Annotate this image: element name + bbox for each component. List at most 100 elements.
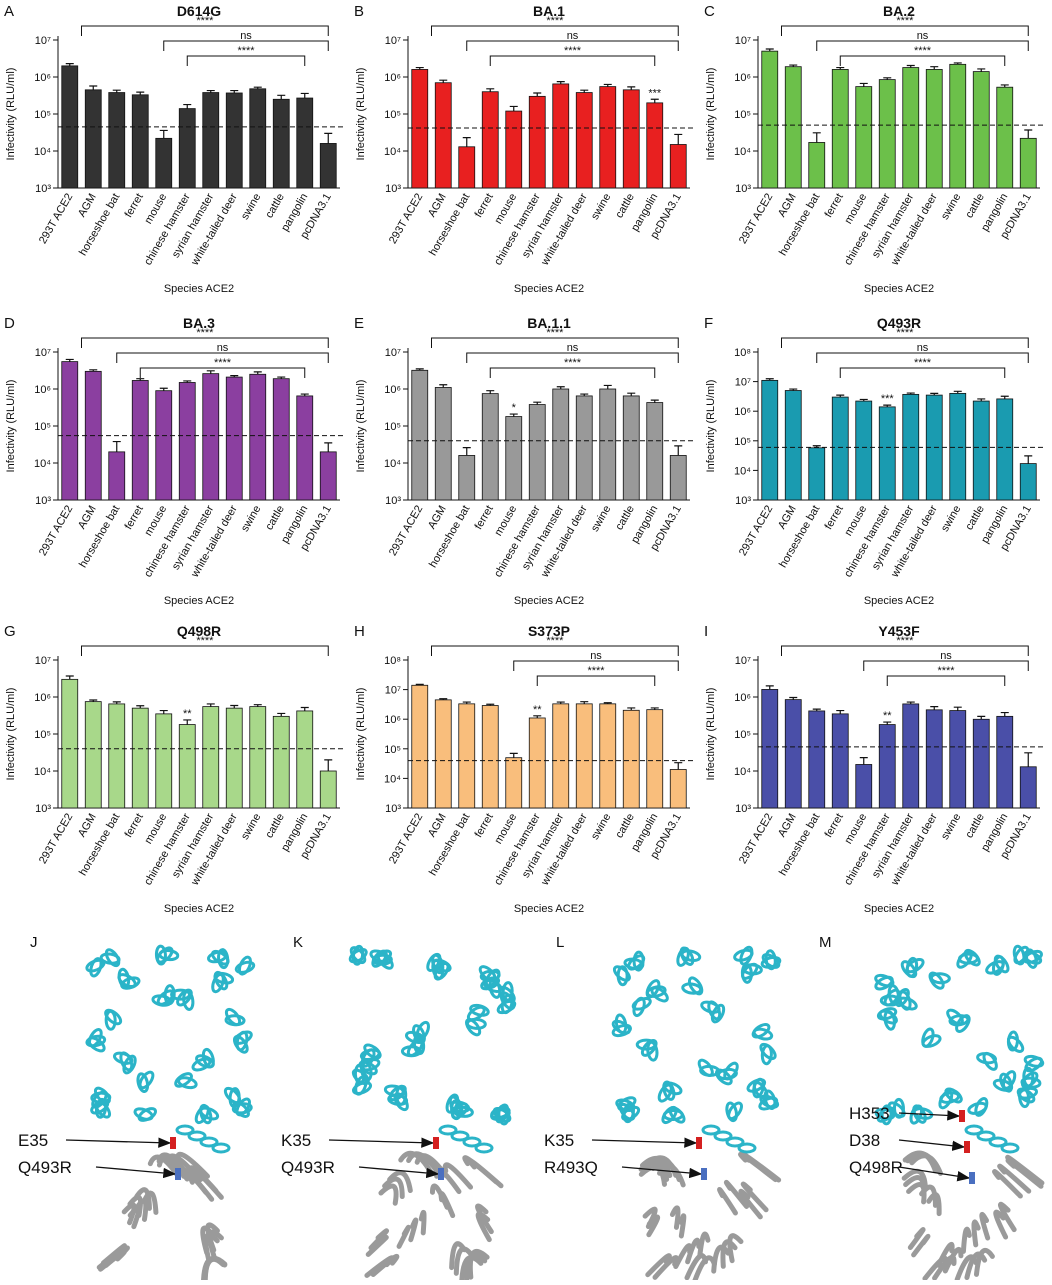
cyan-helix	[699, 1064, 721, 1077]
x-tick-label: 293T ACE2	[37, 812, 75, 867]
bar	[552, 83, 570, 189]
error-bar	[1024, 752, 1033, 767]
error-bar	[930, 706, 939, 710]
gray-domain	[669, 1205, 681, 1230]
bar	[411, 684, 429, 809]
significance-bracket	[839, 367, 1006, 378]
cyan-helix	[897, 996, 918, 1011]
bar	[155, 390, 173, 501]
residue-label: E35	[18, 1131, 48, 1150]
y-tick-label: 10⁴	[34, 458, 51, 470]
bar	[831, 69, 849, 189]
cyan-helix	[751, 1023, 771, 1039]
x-axis-title: Species ACE2	[864, 903, 934, 915]
error-bar	[415, 368, 424, 371]
x-tick-label: 293T ACE2	[737, 504, 775, 559]
y-tick-label: 10⁵	[34, 729, 51, 741]
residue	[959, 1110, 965, 1122]
x-axis-title: Species ACE2	[514, 595, 584, 607]
y-tick-label: 10³	[385, 495, 401, 507]
significance-label: ****	[546, 15, 564, 27]
bar	[528, 404, 546, 501]
y-tick-label: 10⁶	[734, 692, 751, 704]
cyan-helix	[993, 954, 1010, 974]
error-bar	[415, 66, 424, 70]
bar	[761, 689, 779, 809]
bar	[622, 709, 640, 809]
bar	[1019, 766, 1037, 809]
significance-bracket	[489, 55, 656, 66]
x-tick-label: ferret	[123, 504, 146, 532]
cyan-helix	[1006, 1035, 1025, 1053]
cyan-helix	[640, 1039, 658, 1057]
y-tick-label: 10⁶	[734, 406, 751, 418]
cyan-helix	[1023, 1054, 1045, 1068]
cyan-helix	[1017, 1086, 1039, 1100]
error-bar	[883, 404, 892, 407]
chart-panel: B BA.1 Infectivity (RLU/ml) Species ACE2 10³…	[354, 3, 696, 295]
significance-label: ns	[240, 30, 252, 42]
significance-label: ****	[196, 15, 214, 27]
residue-arrow	[898, 1139, 966, 1151]
significance-label: ****	[896, 15, 914, 27]
bar	[669, 769, 687, 809]
gray-domain	[645, 1253, 672, 1278]
x-axis-title: Species ACE2	[164, 903, 234, 915]
error-bar	[627, 86, 636, 90]
gray-domain	[418, 1209, 427, 1236]
gray-domain	[922, 1255, 949, 1282]
significance-bracket	[116, 352, 329, 363]
gray-domain	[697, 1231, 711, 1259]
y-tick-label: 10⁷	[385, 685, 401, 697]
cyan-helix	[237, 955, 252, 976]
x-tick-label: swine	[239, 812, 263, 842]
bar	[575, 703, 593, 809]
x-tick-label: 293T ACE2	[387, 812, 425, 867]
error-bar	[556, 81, 565, 84]
significance-bracket	[431, 645, 679, 656]
y-tick-label: 10⁵	[34, 421, 51, 433]
y-tick-label: 10⁶	[34, 72, 51, 84]
bar	[528, 95, 546, 189]
gray-domain	[979, 1212, 991, 1241]
cyan-helix	[371, 949, 388, 968]
residue-label: R493Q	[544, 1158, 598, 1177]
chart-title: Q498R	[177, 623, 221, 639]
cyan-helix	[874, 975, 894, 991]
x-tick-label: swine	[239, 192, 263, 222]
bar	[505, 757, 523, 809]
bar	[155, 713, 173, 809]
panel-label: H	[354, 623, 365, 640]
significance-label: *	[512, 402, 517, 414]
residue	[433, 1137, 439, 1149]
error-bar	[183, 719, 192, 725]
residue-label: K35	[281, 1131, 311, 1150]
cyan-helix	[725, 1136, 745, 1148]
bar	[296, 710, 314, 809]
gray-domain	[903, 1175, 927, 1198]
gray-domain	[408, 1217, 419, 1243]
bar	[434, 699, 452, 809]
error-bar	[230, 89, 239, 93]
significance-label: ****	[896, 635, 914, 647]
error-bar	[415, 683, 424, 686]
y-tick-label: 10⁴	[384, 146, 401, 158]
error-bar	[789, 64, 798, 67]
bar	[996, 715, 1014, 809]
chart-title: BA.2	[883, 3, 915, 19]
bar	[249, 706, 267, 809]
cyan-helix	[177, 1076, 198, 1090]
error-bar	[930, 66, 939, 70]
bar	[481, 91, 499, 189]
error-bar	[953, 62, 962, 65]
x-tick-label: swine	[239, 504, 263, 534]
x-tick-label: swine	[939, 192, 963, 222]
error-bar	[112, 89, 121, 93]
significance-bracket	[139, 367, 306, 378]
bar	[925, 69, 943, 189]
cyan-helix	[363, 1043, 382, 1060]
significance-label: ****	[937, 665, 955, 677]
cyan-helix	[687, 976, 704, 996]
x-tick-label: swine	[939, 812, 963, 842]
cyan-helix	[354, 1075, 368, 1096]
